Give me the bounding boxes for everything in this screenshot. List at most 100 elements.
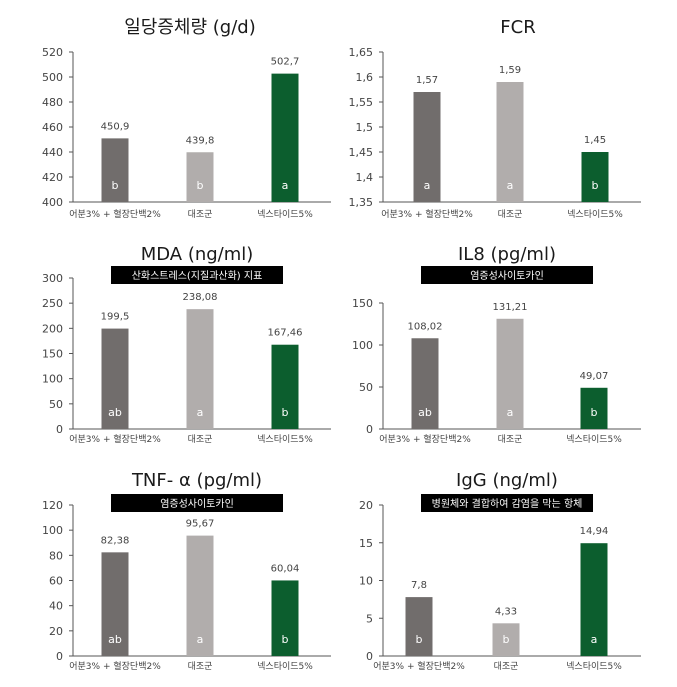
y-tick-label: 20: [49, 625, 63, 638]
y-tick-label: 440: [42, 146, 63, 159]
category-label: 어분3% + 혈장단백2%: [69, 208, 161, 220]
chart-subtitle: 염증성사이토카인: [160, 498, 234, 510]
y-tick-label: 100: [352, 339, 373, 352]
data-label: 439,8: [186, 135, 215, 146]
bar: [186, 535, 214, 656]
category-label: 대조군: [188, 434, 213, 445]
category-label: 어분3% + 혈장단백2%: [373, 660, 465, 672]
significance-letter: b: [197, 179, 204, 192]
chart-subtitle-box: [111, 494, 283, 512]
bar: [496, 82, 524, 202]
category-label: 대조군: [188, 661, 213, 672]
y-tick-label: 1,65: [349, 46, 374, 59]
data-label: 167,46: [268, 328, 303, 339]
y-tick-label: 10: [359, 575, 373, 588]
data-label: 7,8: [411, 580, 427, 591]
y-tick-label: 300: [42, 272, 63, 285]
data-label: 95,67: [186, 519, 215, 530]
y-tick-label: 60: [49, 575, 63, 588]
significance-letter: b: [282, 406, 289, 419]
significance-letter: a: [424, 179, 431, 192]
bar: [271, 580, 299, 656]
category-label: 어분3% + 혈장단백2%: [381, 208, 473, 220]
significance-letter: a: [197, 406, 204, 419]
data-label: 238,08: [183, 292, 218, 303]
data-label: 60,04: [271, 563, 300, 574]
data-label: 131,21: [493, 302, 528, 313]
chart-title: MDA (ng/ml): [141, 244, 254, 265]
category-label: 대조군: [494, 661, 519, 672]
data-label: 199,5: [101, 312, 130, 323]
significance-letter: b: [591, 406, 598, 419]
bar: [186, 309, 214, 429]
y-tick-label: 0: [366, 650, 373, 663]
significance-letter: b: [503, 633, 510, 646]
bar: [411, 338, 439, 429]
significance-letter: a: [591, 633, 598, 646]
significance-letter: b: [112, 179, 119, 192]
y-tick-label: 80: [49, 549, 63, 562]
y-tick-label: 0: [56, 650, 63, 663]
bar: [581, 152, 609, 202]
category-label: 대조군: [498, 434, 523, 445]
category-label: 넥스타이드5%: [566, 661, 622, 672]
y-tick-label: 500: [42, 71, 63, 84]
bar: [101, 328, 129, 429]
y-tick-label: 0: [366, 423, 373, 436]
category-label: 넥스타이드5%: [257, 434, 313, 445]
category-label: 넥스타이드5%: [566, 434, 622, 445]
data-label: 1,59: [499, 65, 521, 76]
y-tick-label: 50: [49, 398, 63, 411]
chart-title: 일당증체량 (g/d): [124, 17, 255, 38]
significance-letter: ab: [108, 406, 122, 419]
bar: [271, 344, 299, 429]
data-label: 450,9: [101, 121, 130, 132]
chart-subtitle-box: [421, 266, 593, 284]
y-tick-label: 150: [352, 297, 373, 310]
significance-letter: ab: [108, 633, 122, 646]
chart-subtitle: 병원체와 결합하여 감염을 막는 항체: [432, 497, 583, 510]
chart-title: TNF- α (pg/ml): [131, 470, 262, 491]
y-tick-label: 50: [359, 381, 373, 394]
y-tick-label: 400: [42, 196, 63, 209]
bar: [580, 543, 608, 656]
y-tick-label: 1,55: [349, 96, 374, 109]
y-tick-label: 0: [56, 423, 63, 436]
bar: [101, 552, 129, 656]
significance-letter: b: [282, 633, 289, 646]
category-label: 어분3% + 혈장단백2%: [69, 433, 161, 445]
category-label: 넥스타이드5%: [567, 209, 623, 220]
bar: [413, 92, 441, 202]
y-tick-label: 100: [42, 373, 63, 386]
data-label: 108,02: [408, 321, 443, 332]
significance-letter: a: [282, 179, 289, 192]
bar: [492, 623, 520, 656]
y-tick-label: 20: [359, 499, 373, 512]
data-label: 1,45: [584, 135, 606, 146]
y-tick-label: 1,45: [349, 146, 374, 159]
data-label: 82,38: [101, 535, 130, 546]
bar: [580, 387, 608, 429]
category-label: 넥스타이드5%: [257, 661, 313, 672]
category-label: 대조군: [188, 209, 213, 220]
chart-title: IL8 (pg/ml): [458, 244, 556, 265]
y-tick-label: 1,35: [349, 196, 374, 209]
significance-letter: a: [507, 406, 514, 419]
data-label: 49,07: [580, 371, 609, 382]
significance-letter: a: [507, 179, 514, 192]
y-tick-label: 1,4: [356, 171, 374, 184]
y-tick-label: 100: [42, 524, 63, 537]
y-tick-label: 120: [42, 499, 63, 512]
y-tick-label: 520: [42, 46, 63, 59]
chart-title: IgG (ng/ml): [456, 470, 558, 491]
chart-subtitle-box: [421, 494, 593, 512]
bar: [101, 138, 129, 202]
category-label: 어분3% + 혈장단백2%: [69, 660, 161, 672]
y-tick-label: 460: [42, 121, 63, 134]
bar: [186, 152, 214, 202]
chart-subtitle: 염증성사이토카인: [470, 270, 544, 282]
bar: [405, 597, 433, 656]
significance-letter: b: [592, 179, 599, 192]
